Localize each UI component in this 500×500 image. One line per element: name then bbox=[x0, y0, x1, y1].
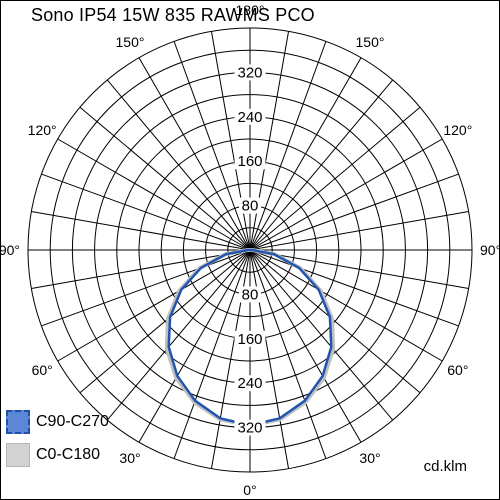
angle-label: 180° bbox=[236, 2, 265, 18]
grid-spoke bbox=[249, 106, 421, 251]
grid-spoke bbox=[173, 249, 251, 459]
angle-label: 90° bbox=[480, 242, 500, 258]
legend-swatch-c90-c270 bbox=[6, 410, 30, 434]
grid-spoke bbox=[249, 57, 362, 251]
grid-spoke bbox=[57, 138, 251, 251]
grid-spoke bbox=[249, 210, 469, 251]
tick-label-bg bbox=[234, 108, 266, 125]
legend-label-c90-c270: C90-C270 bbox=[36, 413, 109, 430]
angle-label: 60° bbox=[447, 362, 468, 378]
grid-spoke bbox=[249, 138, 443, 251]
radial-tick-label: 240 bbox=[237, 109, 262, 126]
grid-spoke bbox=[249, 249, 421, 394]
grid-spoke bbox=[41, 249, 251, 327]
radial-tick-label: 160 bbox=[237, 331, 262, 348]
legend-item-c0-c180: C0-C180 bbox=[6, 442, 109, 468]
tick-label-bg bbox=[234, 153, 266, 170]
grid-spoke bbox=[249, 249, 459, 327]
tick-label-bg bbox=[239, 286, 261, 303]
legend-label-c0-c180: C0-C180 bbox=[36, 446, 101, 463]
grid-spoke bbox=[249, 249, 469, 290]
grid-spoke bbox=[106, 79, 251, 251]
grid-spoke bbox=[106, 249, 251, 421]
radial-tick-label: 160 bbox=[237, 153, 262, 170]
radial-tick-label: 240 bbox=[237, 375, 262, 392]
radial-tick-label: 320 bbox=[237, 64, 262, 81]
grid-spoke bbox=[249, 173, 459, 251]
radial-tick-label: 80 bbox=[242, 198, 259, 215]
angle-label: 0° bbox=[243, 482, 256, 498]
tick-label-bg bbox=[234, 330, 266, 347]
radial-tick-label: 320 bbox=[237, 420, 262, 437]
tick-label-bg bbox=[239, 197, 261, 214]
unit-label: cd.klm bbox=[423, 458, 467, 475]
grid-spoke bbox=[31, 249, 251, 290]
grid-spoke bbox=[138, 57, 251, 251]
radial-tick-label: 80 bbox=[242, 286, 259, 303]
grid-spoke bbox=[249, 249, 443, 362]
angle-label: 120° bbox=[443, 122, 472, 138]
angle-label: 150° bbox=[116, 34, 145, 50]
grid-spoke bbox=[249, 79, 394, 251]
grid-spoke bbox=[173, 41, 251, 251]
grid-spoke bbox=[57, 249, 251, 362]
tick-label-bg bbox=[234, 64, 266, 81]
legend-item-c90-c270: C90-C270 bbox=[6, 409, 109, 435]
grid-spoke bbox=[31, 210, 251, 251]
grid-spoke bbox=[249, 249, 362, 443]
grid-spoke bbox=[138, 249, 251, 443]
legend-swatch-c0-c180 bbox=[6, 443, 30, 467]
angle-label: 30° bbox=[359, 450, 380, 466]
angle-label: 30° bbox=[119, 450, 140, 466]
angle-label: 120° bbox=[28, 122, 57, 138]
series-curve-c90-c270 bbox=[167, 248, 333, 427]
angle-label: 90° bbox=[0, 242, 20, 258]
angle-label: 150° bbox=[356, 34, 385, 50]
grid-spoke bbox=[249, 249, 394, 421]
grid-spoke bbox=[79, 106, 251, 251]
angle-label: 60° bbox=[32, 362, 53, 378]
legend: C90-C270 C0-C180 bbox=[6, 409, 109, 475]
grid-spoke bbox=[79, 249, 251, 394]
grid-spoke bbox=[249, 249, 327, 459]
grid-spoke bbox=[41, 173, 251, 251]
grid-spoke bbox=[249, 41, 327, 251]
chart-title: Sono IP54 15W 835 RAWMS PCO bbox=[31, 5, 315, 25]
tick-label-bg bbox=[234, 419, 266, 436]
tick-label-bg bbox=[234, 375, 266, 392]
